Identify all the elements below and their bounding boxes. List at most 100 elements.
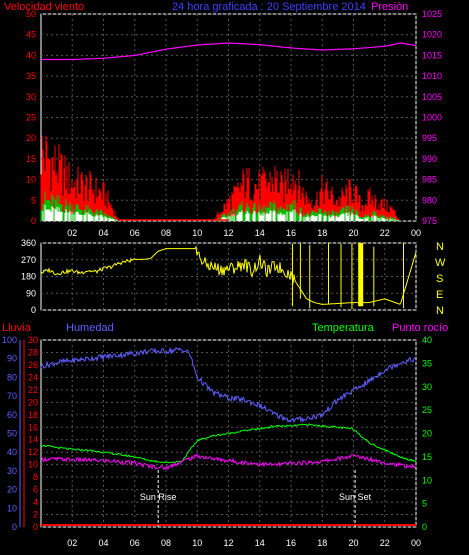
- climate-panel-x-tick: 04: [98, 538, 108, 548]
- pressure-y-tick: 1020: [422, 30, 442, 40]
- rain-y-tick: 26: [28, 360, 38, 370]
- rain-y-tick: 12: [28, 447, 38, 457]
- humidity-y-tick: 10: [7, 503, 17, 513]
- dewpoint-line: [40, 453, 417, 471]
- compass-s: S: [436, 273, 443, 285]
- wind-speed-y-tick: 35: [26, 71, 36, 81]
- wind-speed-y-tick: 15: [26, 154, 36, 164]
- pressure-y-tick: 1025: [422, 9, 442, 19]
- wind-speed-y-tick: 30: [26, 92, 36, 102]
- humidity-line: [40, 346, 417, 424]
- rain-y-tick: 4: [33, 497, 38, 507]
- direction-y-tick: 360: [21, 238, 36, 248]
- wind-speed-y-tick: 5: [31, 195, 36, 205]
- wind-panel-x-tick: 22: [380, 228, 390, 238]
- climate-panel-x-tick: 00: [411, 538, 421, 548]
- compass-n-top: N: [436, 241, 444, 253]
- sunset-label: Sun Set: [339, 492, 372, 502]
- temperature-y-tick: 15: [422, 452, 432, 462]
- climate-panel-x-tick: 16: [286, 538, 296, 548]
- rain-y-tick: 8: [33, 472, 38, 482]
- direction-y-tick: 90: [26, 288, 36, 298]
- climate-panel-x-tick: 18: [317, 538, 327, 548]
- temperature-line: [41, 423, 417, 464]
- rain-label: Lluvia: [2, 322, 32, 334]
- rain-y-tick: 22: [28, 385, 38, 395]
- humidity-y-tick: 20: [7, 485, 17, 495]
- temperature-y-tick: 40: [422, 335, 432, 345]
- compass-n-bottom: N: [436, 305, 444, 317]
- sunrise-label: Sun Rise: [140, 492, 177, 502]
- pressure-y-tick: 980: [422, 195, 437, 205]
- wind-panel-x-tick: 10: [192, 228, 202, 238]
- rain-y-tick: 10: [28, 460, 38, 470]
- direction-y-tick: 0: [31, 305, 36, 315]
- pressure-y-tick: 990: [422, 154, 437, 164]
- climate-panel-x-tick: 08: [161, 538, 171, 548]
- wind-speed-y-tick: 50: [26, 9, 36, 19]
- temperature-y-tick: 20: [422, 429, 432, 439]
- rain-y-tick: 2: [33, 510, 38, 520]
- humidity-y-tick: 70: [7, 391, 17, 401]
- pressure-y-tick: 1005: [422, 92, 442, 102]
- pressure-y-tick: 1000: [422, 113, 442, 123]
- humidity-label: Humedad: [66, 322, 114, 334]
- rain-y-tick: 6: [33, 485, 38, 495]
- temperature-y-tick: 30: [422, 382, 432, 392]
- direction-line: [40, 245, 417, 305]
- wind-speed-y-tick: 0: [31, 216, 36, 226]
- compass-e: E: [436, 289, 443, 301]
- dewpoint-label: Punto rocío: [392, 322, 448, 334]
- rain-y-tick: 16: [28, 422, 38, 432]
- climate-panel-x-tick: 02: [67, 538, 77, 548]
- wind-speed-y-tick: 45: [26, 30, 36, 40]
- wind-speed-y-tick: 10: [26, 175, 36, 185]
- wind-panel-x-tick: 04: [98, 228, 108, 238]
- wind-panel-x-tick: 20: [348, 228, 358, 238]
- rain-y-tick: 20: [28, 397, 38, 407]
- rain-y-tick: 30: [28, 335, 38, 345]
- temperature-y-tick: 25: [422, 405, 432, 415]
- temperature-label: Temperatura: [312, 322, 375, 334]
- climate-panel-x-tick: 12: [223, 538, 233, 548]
- pressure-y-tick: 995: [422, 133, 437, 143]
- humidity-y-tick: 30: [7, 466, 17, 476]
- humidity-y-tick: 100: [2, 335, 17, 345]
- climate-panel-x-tick: 10: [192, 538, 202, 548]
- rain-y-tick: 14: [28, 435, 38, 445]
- rain-y-tick: 28: [28, 347, 38, 357]
- wind-panel-x-tick: 08: [161, 228, 171, 238]
- rain-y-tick: 0: [33, 522, 38, 532]
- pressure-y-tick: 975: [422, 216, 437, 226]
- temperature-y-tick: 5: [422, 499, 427, 509]
- humidity-y-tick: 80: [7, 372, 17, 382]
- pressure-line: [41, 42, 417, 61]
- graph-period-label: 24 hora graficada : 20 Septiembre 2014: [172, 1, 366, 13]
- climate-panel-x-tick: 22: [380, 538, 390, 548]
- direction-block: [358, 243, 364, 307]
- rain-y-tick: 24: [28, 372, 38, 382]
- direction-y-tick: 270: [21, 255, 36, 265]
- climate-panel-x-tick: 20: [348, 538, 358, 548]
- humidity-y-tick: 60: [7, 410, 17, 420]
- temperature-y-tick: 0: [422, 522, 427, 532]
- pressure-y-tick: 985: [422, 175, 437, 185]
- wind-panel-x-tick: 18: [317, 228, 327, 238]
- wind-speed-y-tick: 20: [26, 133, 36, 143]
- wind-speed-y-tick: 25: [26, 113, 36, 123]
- wind-panel-x-tick: 06: [130, 228, 140, 238]
- humidity-y-tick: 0: [12, 522, 17, 532]
- wind-panel-x-tick: 02: [67, 228, 77, 238]
- pressure-label: Presión: [371, 1, 408, 13]
- wind-panel-x-tick: 00: [411, 228, 421, 238]
- humidity-y-tick: 50: [7, 429, 17, 439]
- compass-w: W: [435, 257, 446, 269]
- pressure-y-tick: 1010: [422, 71, 442, 81]
- climate-panel-x-tick: 06: [130, 538, 140, 548]
- humidity-y-tick: 40: [7, 447, 17, 457]
- wind-speed-label: Velocidad viento: [4, 1, 84, 13]
- temperature-y-tick: 10: [422, 475, 432, 485]
- climate-panel-x-tick: 14: [255, 538, 265, 548]
- wind-panel-x-tick: 16: [286, 228, 296, 238]
